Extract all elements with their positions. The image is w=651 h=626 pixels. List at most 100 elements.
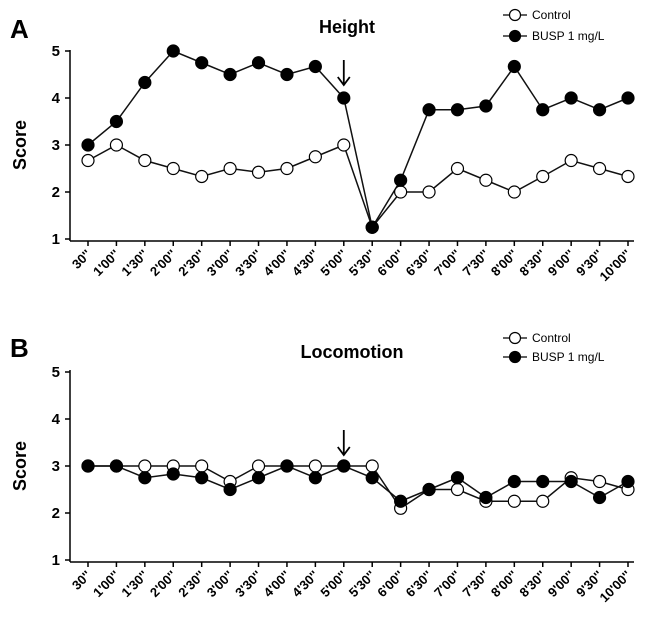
data-point-busp — [109, 459, 124, 473]
data-point-busp — [536, 103, 550, 117]
x-tick-label: 9'00'' — [545, 568, 578, 601]
x-tick-label: 5'00'' — [317, 247, 350, 280]
data-point-control — [450, 161, 465, 176]
data-point-busp — [621, 474, 635, 489]
legend-marker — [508, 8, 522, 22]
data-point-busp — [394, 173, 408, 187]
x-tick-label: 7'30'' — [460, 247, 493, 280]
x-tick-label: 2'30'' — [175, 568, 208, 601]
legend-label: Control — [532, 8, 571, 22]
data-point-control — [195, 459, 209, 473]
x-tick-label: 6'30'' — [403, 247, 436, 280]
y-tick-label: 1 — [52, 552, 60, 569]
data-point-control — [337, 138, 351, 152]
x-tick-label: 10'00'' — [597, 568, 635, 606]
data-point-control — [536, 169, 550, 184]
x-tick-label: 3'30'' — [232, 568, 265, 601]
data-point-busp — [223, 482, 237, 497]
data-point-control — [394, 185, 408, 199]
legend-label: BUSP 1 mg/L — [532, 350, 605, 364]
data-point-busp — [138, 471, 152, 485]
data-point-busp — [280, 459, 294, 473]
x-tick-label: 5'30'' — [346, 247, 379, 280]
x-tick-label: 3'00'' — [204, 247, 237, 280]
legend-label: BUSP 1 mg/L — [532, 29, 605, 43]
data-point-control — [507, 494, 521, 508]
arrow-head — [337, 76, 351, 87]
x-tick-label: 4'00'' — [261, 247, 294, 280]
legend-label: Control — [532, 331, 571, 345]
data-point-busp — [450, 471, 465, 485]
data-point-busp — [337, 91, 351, 105]
x-tick-label: 6'00'' — [374, 247, 407, 280]
data-point-busp — [479, 490, 493, 505]
data-point-control — [308, 150, 322, 164]
y-tick-label: 3 — [52, 458, 60, 475]
data-point-busp — [195, 56, 209, 70]
data-point-busp — [564, 474, 578, 489]
data-point-control — [621, 169, 635, 184]
panel-label: B — [10, 333, 29, 363]
x-tick-label: 6'30'' — [403, 568, 436, 601]
data-point-control — [138, 459, 152, 473]
legend-marker — [508, 350, 522, 364]
data-point-busp — [81, 459, 95, 473]
data-point-busp — [394, 494, 408, 508]
data-point-control — [251, 459, 266, 473]
legend: Control BUSP 1 mg/L — [503, 8, 605, 43]
arrow-down-icon — [337, 430, 351, 457]
data-point-busp — [365, 471, 379, 485]
legend-marker — [508, 331, 522, 345]
data-point-control — [195, 169, 209, 184]
data-point-busp — [195, 471, 209, 485]
x-tick-label: 8'30'' — [516, 568, 549, 601]
data-point-busp — [592, 103, 607, 117]
data-point-busp — [507, 474, 521, 489]
x-tick-label: 5'00'' — [317, 568, 350, 601]
data-point-busp — [536, 474, 550, 489]
chart-panel-a: A HeightScore1234530''1'00''1'30''2'00''2… — [10, 8, 635, 284]
data-point-busp — [223, 67, 237, 82]
y-tick-label: 5 — [52, 43, 60, 60]
data-point-control — [536, 494, 550, 508]
data-point-busp — [166, 44, 180, 58]
x-tick-label: 6'00'' — [374, 568, 407, 601]
y-tick-label: 2 — [52, 505, 60, 522]
y-tick-label: 1 — [52, 231, 60, 248]
data-point-control — [592, 161, 607, 176]
data-point-busp — [166, 467, 180, 481]
legend: Control BUSP 1 mg/L — [503, 331, 605, 364]
x-tick-label: 4'30'' — [289, 247, 322, 280]
data-point-busp — [138, 75, 152, 90]
x-tick-label: 8'00'' — [488, 568, 521, 601]
data-point-busp — [422, 482, 436, 497]
x-tick-label: 5'30'' — [346, 568, 379, 601]
data-point-control — [223, 161, 237, 176]
y-tick-label: 3 — [52, 137, 60, 154]
data-point-busp — [109, 114, 124, 129]
x-tick-label: 7'00'' — [431, 247, 464, 280]
data-point-busp — [592, 490, 607, 505]
y-tick-label: 4 — [52, 90, 61, 107]
data-point-control — [479, 173, 493, 187]
chart-panel-b: B LocomotionScore1234530''1'00''1'30''2'0… — [10, 331, 635, 606]
x-tick-label: 3'00'' — [204, 568, 237, 601]
x-tick-label: 4'30'' — [289, 568, 322, 601]
y-axis-label: Score — [10, 441, 30, 491]
data-point-control — [308, 459, 322, 473]
y-tick-label: 4 — [52, 411, 61, 428]
data-point-busp — [422, 103, 436, 117]
data-point-control — [422, 185, 436, 199]
data-point-control — [592, 474, 607, 489]
data-point-busp — [337, 459, 351, 473]
panel-label: A — [10, 14, 29, 44]
data-point-control — [450, 482, 465, 497]
data-point-busp — [507, 59, 521, 74]
legend-marker — [508, 29, 522, 43]
data-point-control — [81, 153, 95, 168]
x-tick-label: 1'00'' — [90, 568, 123, 601]
data-point-control — [138, 153, 152, 168]
data-point-busp — [365, 220, 379, 234]
